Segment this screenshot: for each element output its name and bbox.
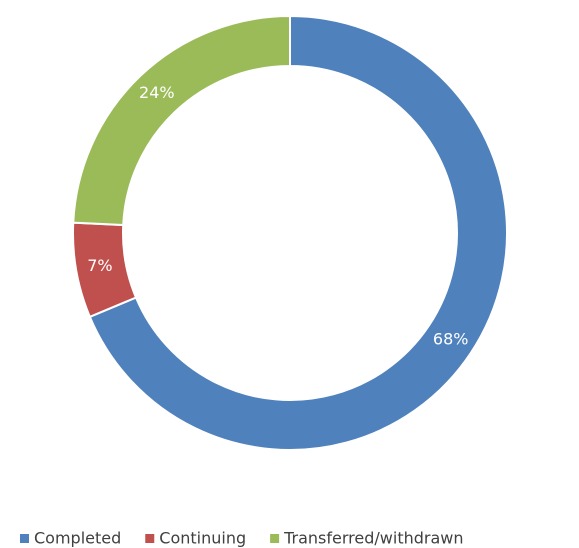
legend-label: Transferred/withdrawn <box>283 529 463 548</box>
data-label: 7% <box>87 256 112 275</box>
legend-label: Completed <box>34 529 121 548</box>
data-label: 68% <box>433 329 469 348</box>
legend-swatch <box>270 534 280 543</box>
legend-label: Continuing <box>159 529 246 548</box>
donut-slice <box>88 14 508 451</box>
legend-swatch <box>145 534 155 543</box>
legend-swatch <box>20 534 29 543</box>
donut-slice <box>72 14 291 227</box>
data-label: 24% <box>139 83 175 102</box>
